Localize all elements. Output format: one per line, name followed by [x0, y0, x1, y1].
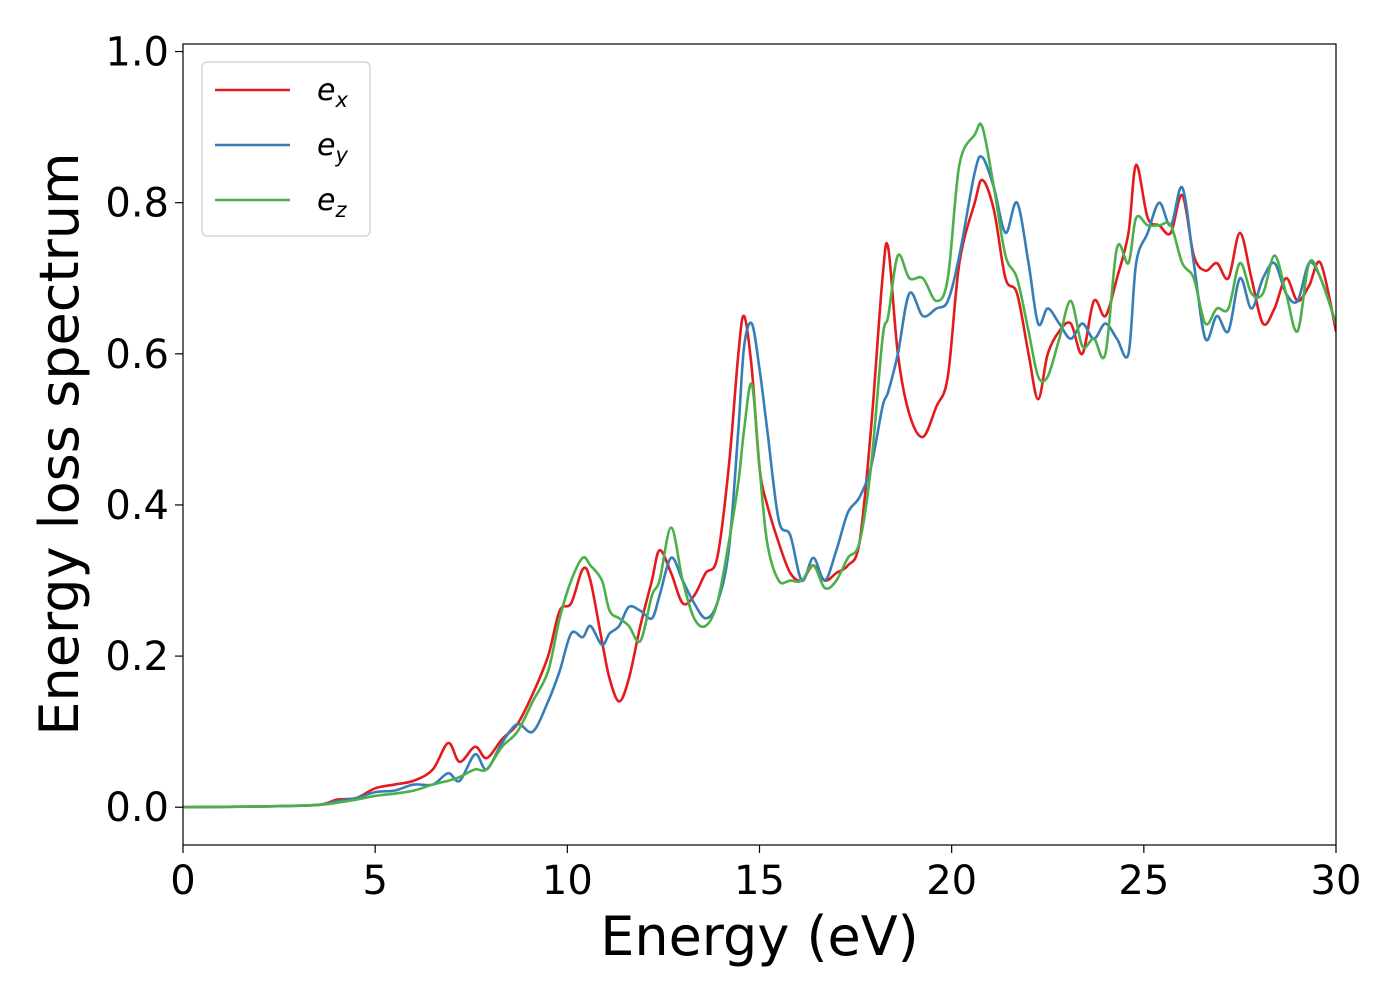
legend-label: ez — [317, 183, 347, 222]
x-tick-label: 10 — [542, 858, 593, 904]
x-tick-label: 15 — [734, 858, 785, 904]
legend: ex ey ez — [201, 61, 371, 237]
y-tick-label: 0.2 — [105, 634, 169, 680]
x-tick-label: 30 — [1311, 858, 1362, 904]
series-layer — [183, 122, 1336, 809]
legend-label: ey — [317, 128, 348, 167]
series-line-e-y — [183, 155, 1336, 809]
x-tick-label: 25 — [1118, 858, 1169, 904]
legend-box — [201, 61, 371, 237]
legend-label: ex — [317, 73, 348, 112]
x-tick-label: 0 — [170, 858, 195, 904]
y-tick-label: 0.4 — [105, 483, 169, 529]
x-tick-label: 5 — [362, 858, 387, 904]
series-line-e-z — [183, 122, 1336, 809]
y-axis: 0.0 0.2 0.4 0.6 0.8 1.0 — [105, 30, 183, 831]
x-axis-label: Energy (eV) — [600, 905, 919, 968]
x-axis: 0 5 10 15 20 25 30 — [170, 845, 1361, 904]
x-tick-label: 20 — [926, 858, 977, 904]
y-tick-label: 0.0 — [105, 785, 169, 831]
y-axis-label: Energy loss spectrum — [28, 152, 91, 735]
y-tick-label: 0.8 — [105, 181, 169, 227]
y-tick-label: 0.6 — [105, 332, 169, 378]
y-tick-label: 1.0 — [105, 30, 169, 76]
